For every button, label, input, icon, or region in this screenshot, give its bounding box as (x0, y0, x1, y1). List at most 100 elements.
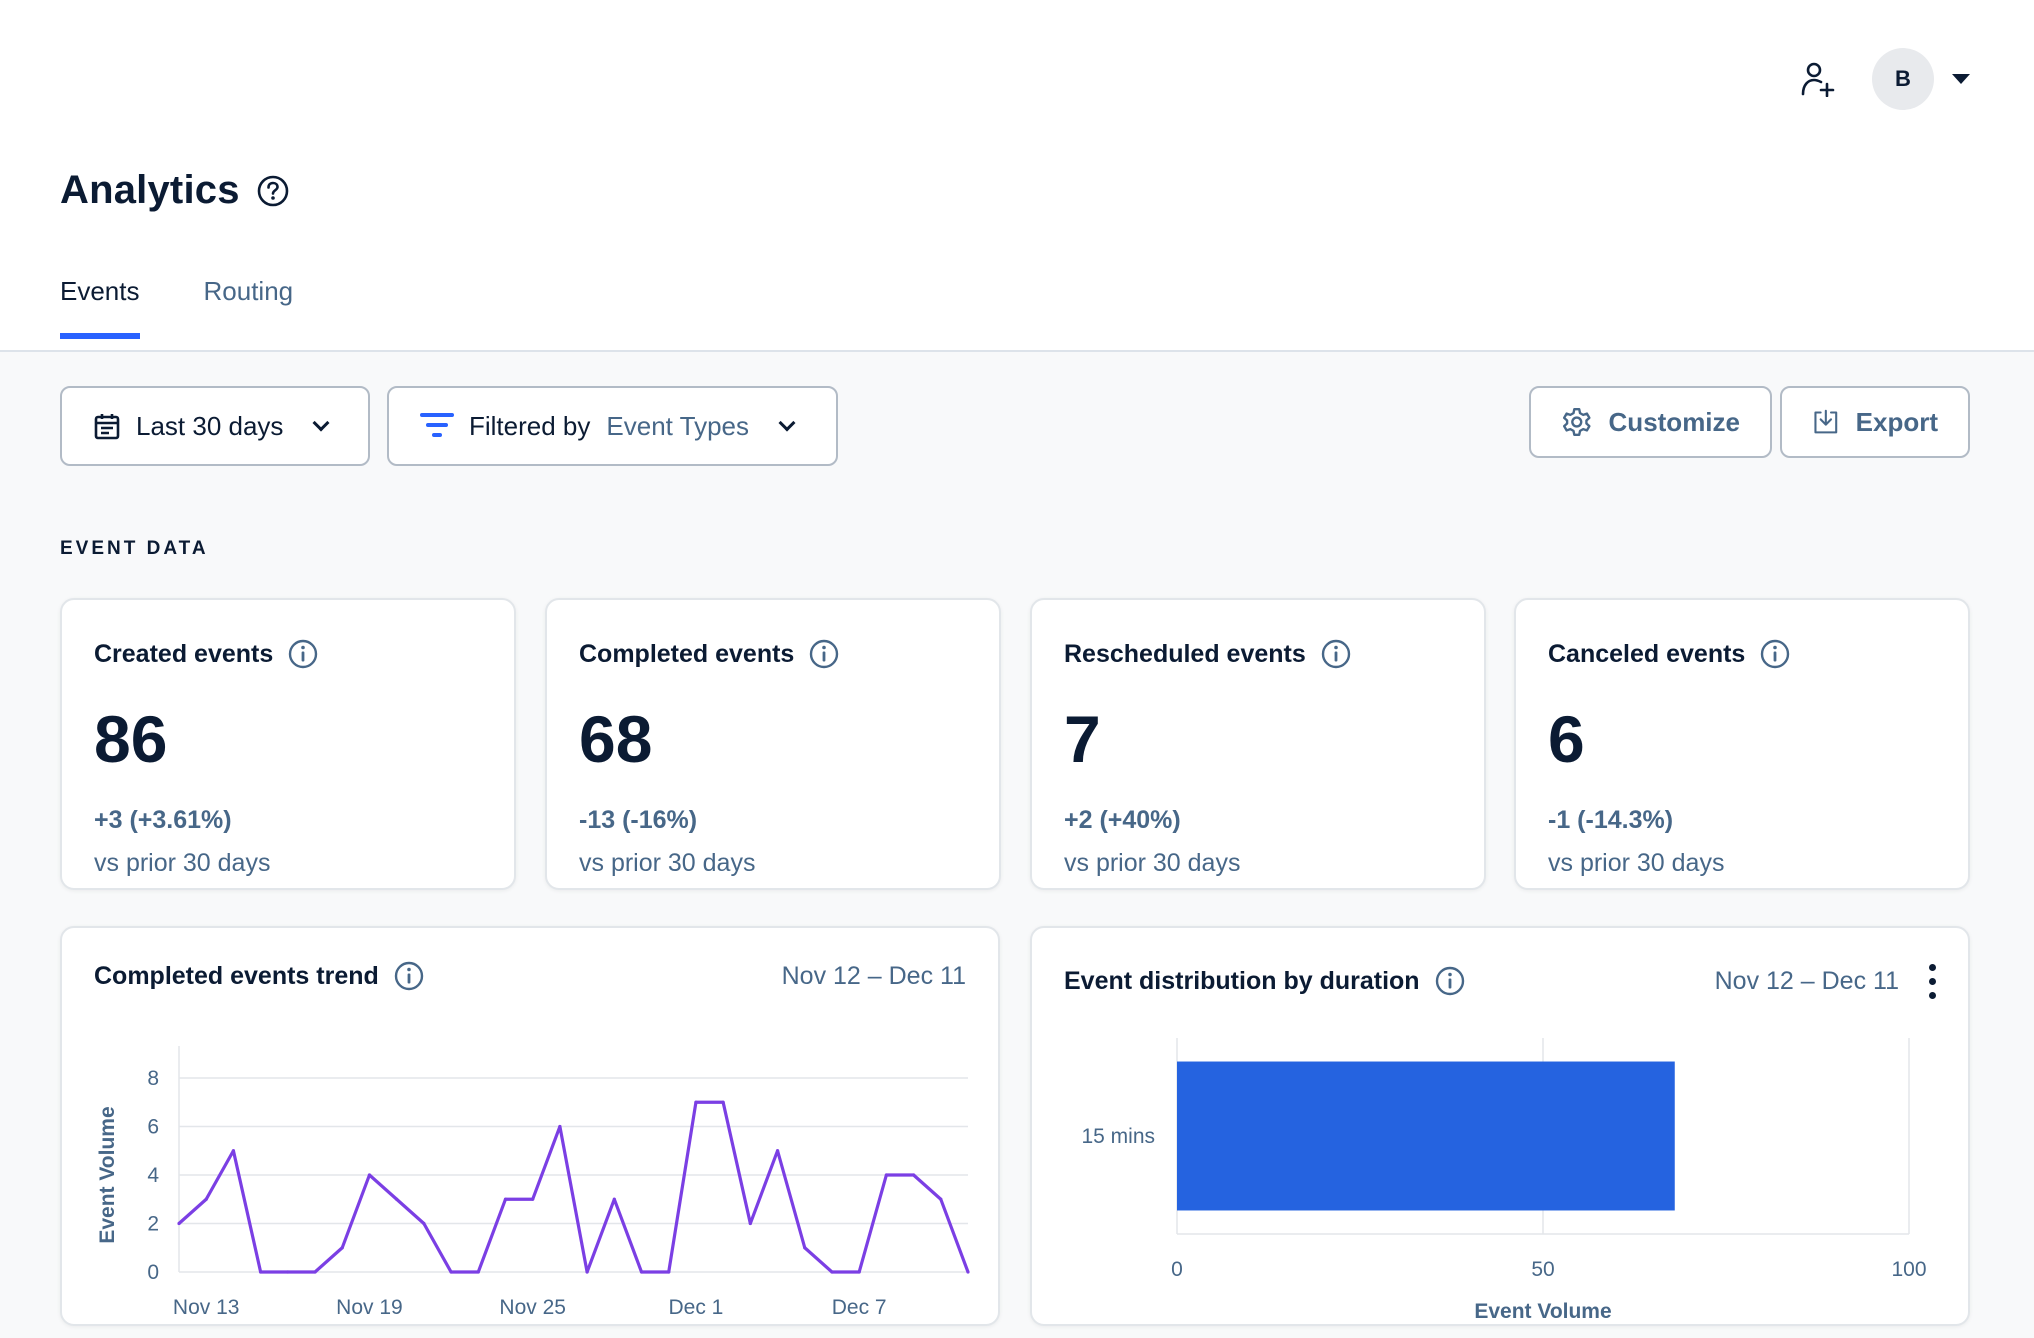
event-type-filter[interactable]: Filtered by Event Types (387, 386, 838, 466)
data-point (340, 1246, 344, 1250)
data-point (558, 1124, 562, 1129)
data-point (476, 1270, 480, 1274)
data-point (803, 1246, 807, 1250)
filter-prefix: Filtered by (469, 410, 591, 441)
account-menu[interactable]: B (1872, 48, 1970, 110)
info-icon[interactable] (287, 638, 319, 670)
add-user-button[interactable] (1792, 53, 1844, 105)
distribution-date-range: Nov 12 – Dec 11 (1714, 966, 1899, 995)
date-range-select[interactable]: Last 30 days (60, 386, 370, 466)
trend-chart[interactable]: 0 2 4 6 8 Event Volume Nov 13 Nov 19 Nov 25 Dec 1… (62, 1022, 998, 1322)
x-tick-label: Dec 1 (669, 1296, 724, 1319)
page-title: Analytics (60, 168, 240, 212)
info-icon[interactable] (808, 638, 840, 670)
gear-icon (1562, 408, 1591, 436)
customize-label: Customize (1608, 406, 1740, 437)
trend-date-range: Nov 12 – Dec 11 (781, 961, 966, 990)
tab-routing[interactable]: Routing (203, 276, 294, 306)
stat-comparison: vs prior 30 days (94, 849, 271, 877)
stat-title: Completed events (579, 639, 795, 668)
avatar[interactable]: B (1872, 48, 1934, 110)
y-axis-label: Event Volume (96, 1106, 119, 1243)
distribution-chart[interactable]: 0 50 100 15 mins Event Volume (1032, 1022, 1968, 1322)
stat-card-rescheduled: Rescheduled events 7 +2 (+40%) vs prior … (1030, 598, 1486, 890)
data-point (231, 1149, 236, 1153)
data-point (939, 1197, 943, 1201)
distribution-chart-card: Event distribution by duration Nov 12 – … (1030, 926, 1970, 1326)
download-icon (1814, 409, 1838, 434)
stat-value: 7 (1064, 702, 1101, 776)
data-point (585, 1270, 589, 1274)
data-point (857, 1270, 861, 1274)
stat-delta: -13 (-16%) (579, 806, 698, 834)
data-point (884, 1173, 888, 1177)
data-point (313, 1270, 317, 1274)
data-point (531, 1197, 535, 1201)
data-point (612, 1197, 616, 1201)
y-tick-label: 4 (147, 1164, 159, 1187)
data-point (748, 1221, 752, 1226)
customize-button[interactable]: Customize (1529, 386, 1772, 458)
y-tick-label: 0 (147, 1261, 159, 1284)
info-icon[interactable] (1434, 965, 1466, 997)
x-tick-label: 100 (1891, 1258, 1926, 1281)
x-tick-label: Nov 13 (173, 1296, 240, 1319)
data-point (830, 1270, 834, 1274)
topbar-actions: B (1792, 48, 1970, 110)
x-tick-label: Nov 25 (499, 1296, 566, 1319)
chevron-down-icon (312, 414, 330, 432)
data-point (694, 1100, 698, 1104)
x-axis-label: Event Volume (1474, 1300, 1611, 1322)
data-point (503, 1197, 508, 1201)
person-plus-icon (1801, 62, 1835, 97)
stat-title: Rescheduled events (1064, 639, 1306, 668)
distribution-chart-title: Event distribution by duration (1064, 966, 1420, 995)
help-icon[interactable] (256, 174, 290, 208)
y-tick-label: 6 (147, 1116, 159, 1139)
page-title-row: Analytics (60, 168, 290, 213)
data-point (259, 1270, 263, 1274)
distribution-chart-header: Event distribution by duration Nov 12 – … (1064, 958, 1936, 1004)
stat-delta: -1 (-14.3%) (1548, 806, 1674, 834)
x-tick-label: 50 (1531, 1258, 1554, 1281)
chevron-down-icon (778, 414, 796, 432)
stat-delta: +3 (+3.61%) (94, 806, 232, 834)
category-label: 15 mins (1081, 1125, 1155, 1148)
y-tick-label: 2 (147, 1213, 159, 1236)
x-tick-label: Dec 7 (832, 1296, 887, 1319)
trend-chart-header: Completed events trend Nov 12 – Dec 11 (94, 956, 966, 996)
data-point (721, 1100, 725, 1104)
calendar-icon (94, 414, 120, 440)
filter-icon (420, 413, 454, 437)
data-point (286, 1270, 290, 1274)
data-point (367, 1173, 372, 1177)
info-icon[interactable] (393, 960, 425, 992)
stat-comparison: vs prior 30 days (1064, 849, 1241, 877)
data-point (177, 1221, 181, 1226)
info-icon[interactable] (1320, 638, 1352, 670)
data-point (966, 1270, 970, 1274)
stat-card-canceled: Canceled events 6 -1 (-14.3%) vs prior 3… (1514, 598, 1970, 890)
stat-card-completed: Completed events 68 -13 (-16%) vs prior … (545, 598, 1001, 890)
bar (1177, 1061, 1675, 1211)
stat-value: 6 (1548, 702, 1585, 776)
export-button[interactable]: Export (1780, 386, 1970, 458)
data-point (422, 1221, 426, 1226)
more-options-icon[interactable] (1929, 963, 1936, 999)
data-point (204, 1197, 208, 1201)
series-line (177, 1100, 970, 1274)
stat-value: 86 (94, 702, 168, 776)
stat-comparison: vs prior 30 days (1548, 849, 1725, 877)
tab-events[interactable]: Events (60, 276, 140, 339)
info-icon[interactable] (1759, 638, 1791, 670)
stat-title: Created events (94, 639, 274, 668)
export-label: Export (1855, 406, 1938, 437)
stat-delta: +2 (+40%) (1064, 806, 1181, 834)
section-label: EVENT DATA (60, 538, 209, 559)
y-tick-label: 8 (147, 1067, 159, 1090)
tabs: Events Routing (60, 276, 294, 339)
data-point (639, 1270, 644, 1274)
data-point (667, 1270, 671, 1274)
caret-down-icon[interactable] (1952, 74, 1970, 84)
header: B Analytics Events Routing (0, 0, 2034, 352)
